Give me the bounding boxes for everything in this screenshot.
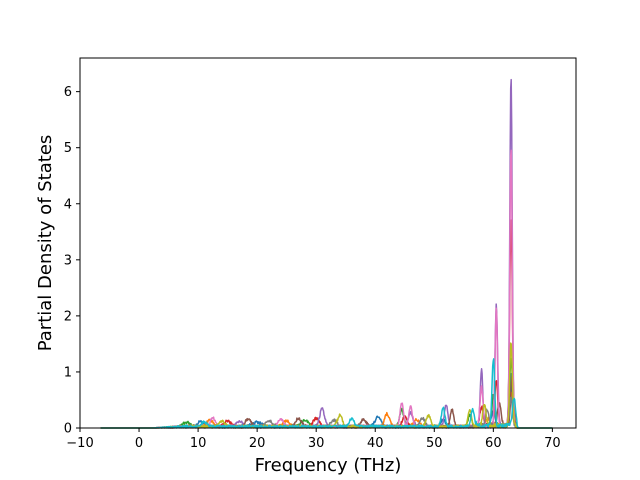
x-axis: −10 0 10 20 30 40 50 60 70 bbox=[66, 428, 561, 451]
x-tick-label: 30 bbox=[308, 436, 325, 451]
y-tick-label: 0 bbox=[64, 422, 72, 437]
y-tick-label: 3 bbox=[64, 253, 72, 268]
y-tick-label: 6 bbox=[64, 85, 72, 100]
y-axis: 0 1 2 3 4 5 6 bbox=[64, 85, 80, 437]
x-tick-label: 10 bbox=[190, 436, 207, 451]
y-tick-label: 2 bbox=[64, 309, 72, 324]
x-tick-label: 50 bbox=[426, 436, 443, 451]
x-tick-label: 70 bbox=[544, 436, 561, 451]
y-axis-label: Partial Density of States bbox=[35, 135, 56, 352]
x-tick-label: 60 bbox=[485, 436, 502, 451]
y-tick-label: 5 bbox=[64, 141, 72, 156]
plot-frame bbox=[79, 57, 577, 429]
x-tick-label: 40 bbox=[367, 436, 384, 451]
y-tick-label: 1 bbox=[64, 365, 72, 380]
x-tick-label: −10 bbox=[66, 436, 93, 451]
x-tick-label: 20 bbox=[249, 436, 266, 451]
x-tick-label: 0 bbox=[135, 436, 143, 451]
x-axis-label: Frequency (THz) bbox=[255, 455, 402, 476]
y-tick-label: 4 bbox=[64, 197, 72, 212]
